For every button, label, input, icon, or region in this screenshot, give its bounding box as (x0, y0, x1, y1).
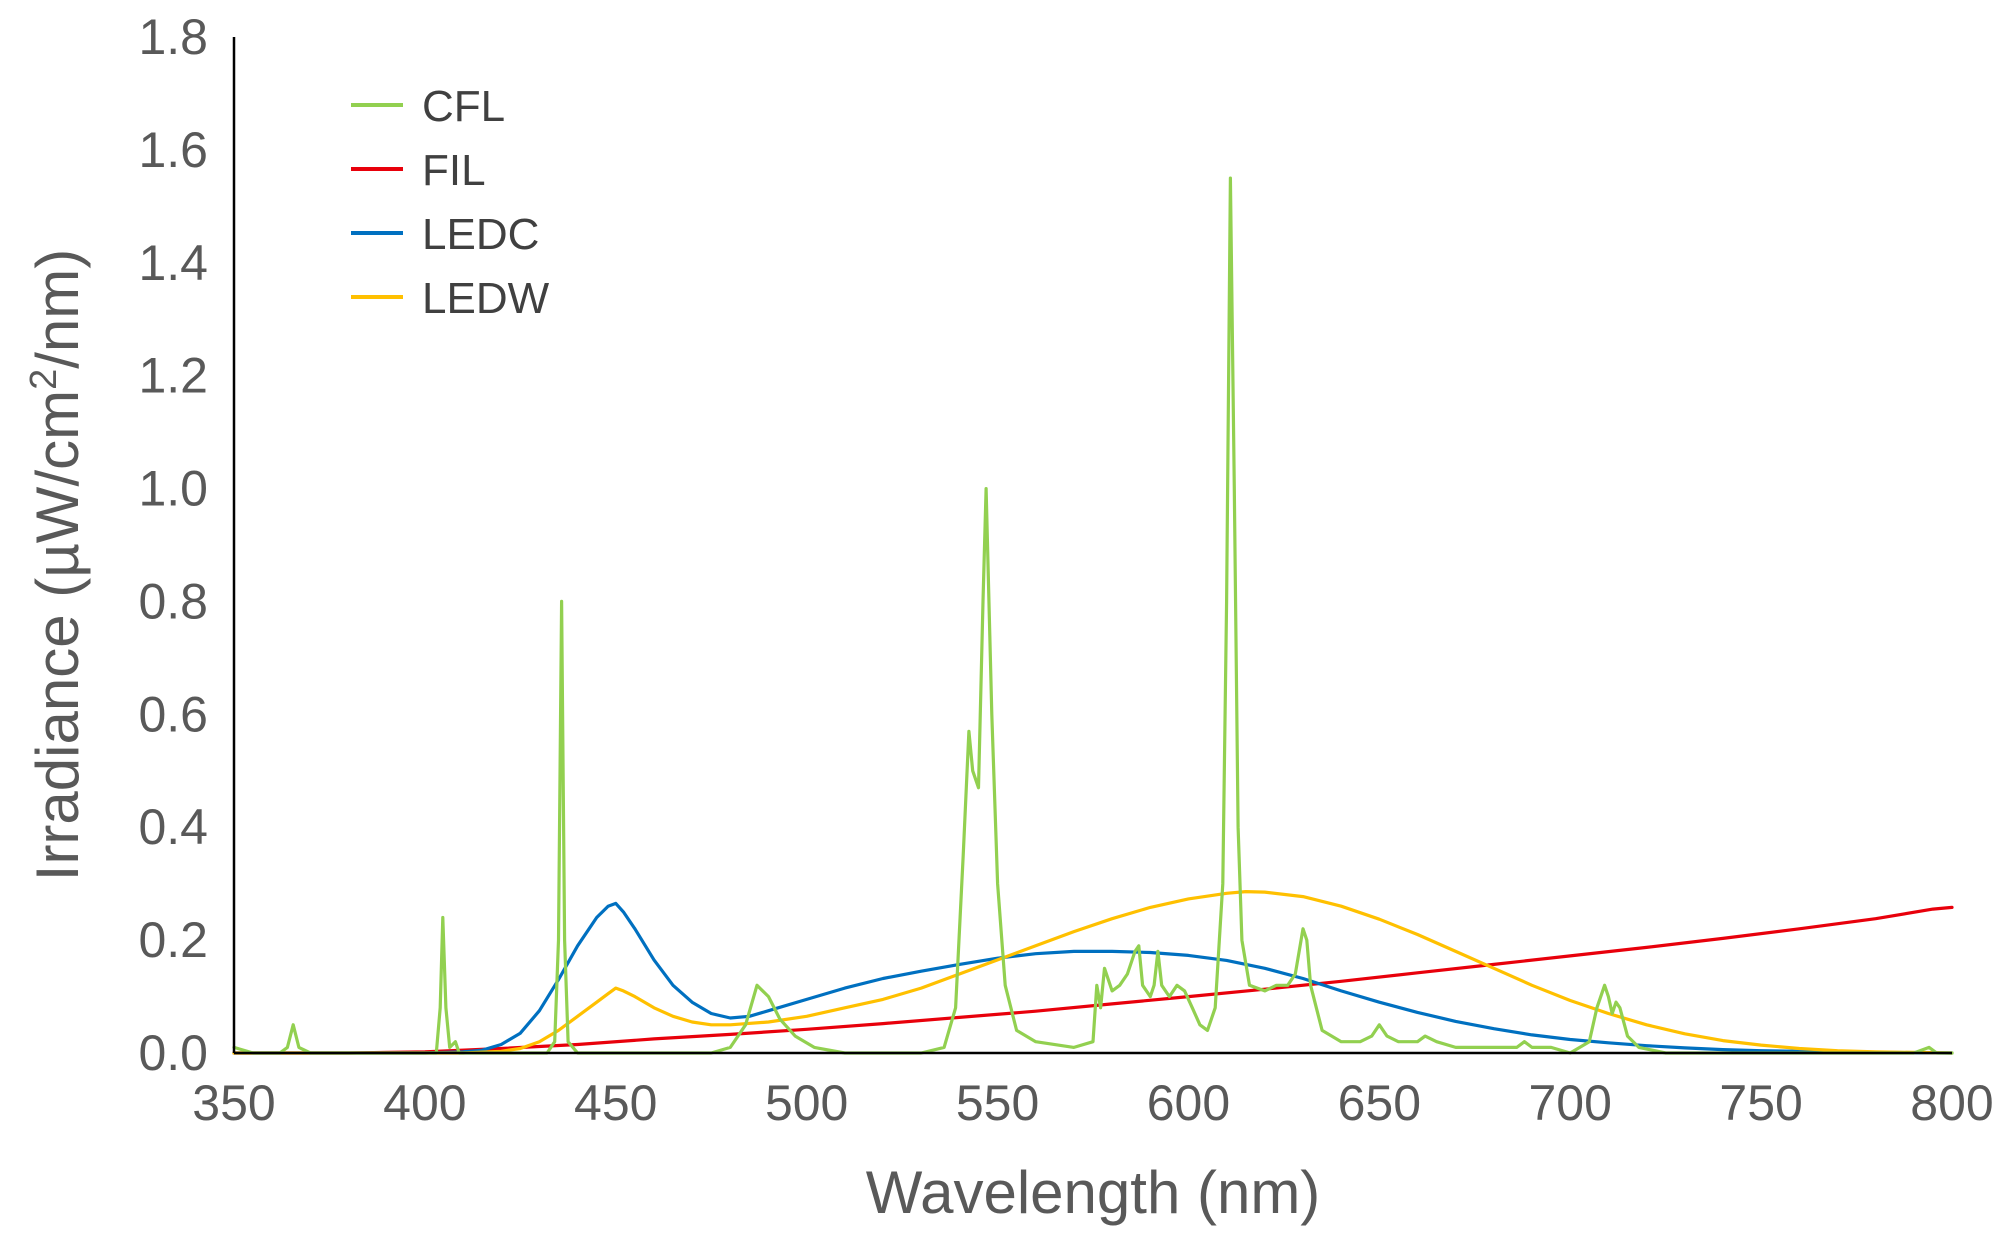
y-axis-title-main: Irradiance (µW/cm (24, 390, 91, 881)
x-tick-label: 450 (574, 1075, 657, 1131)
y-tick-label: 1.6 (138, 122, 208, 178)
series-lines (232, 176, 1954, 1055)
x-tick-label: 700 (1529, 1075, 1612, 1131)
x-axis-title: Wavelength (nm) (866, 1159, 1321, 1226)
y-tick-label: 0.8 (138, 573, 208, 629)
y-tick-label: 0.0 (138, 1025, 208, 1081)
y-tick-label: 1.8 (138, 9, 208, 65)
x-tick-labels: 350 400 450 500 550 600 650 700 750 800 (192, 1075, 1992, 1131)
x-tick-label: 600 (1147, 1075, 1230, 1131)
y-tick-label: 0.6 (138, 686, 208, 742)
legend: CFL FIL LEDC LEDW (351, 82, 550, 323)
x-tick-label: 500 (765, 1075, 848, 1131)
y-axis-title-tail: /nm) (24, 249, 91, 369)
x-tick-label: 400 (383, 1075, 466, 1131)
legend-label-ledc: LEDC (422, 210, 539, 259)
x-tick-label: 750 (1719, 1075, 1802, 1131)
x-tick-label: 350 (192, 1075, 275, 1131)
y-axis-title-superscript: 2 (23, 369, 65, 390)
x-tick-label: 550 (956, 1075, 1039, 1131)
x-tick-label: 650 (1338, 1075, 1421, 1131)
series-line-ledc (232, 901, 1954, 1055)
legend-label-ledw: LEDW (422, 274, 550, 323)
y-tick-label: 1.2 (138, 348, 208, 404)
series-line-fil (232, 905, 1954, 1055)
series-line-ledw (232, 890, 1954, 1055)
y-axis-title: Irradiance (µW/cm2/nm) (23, 249, 91, 881)
series-line-cfl (232, 176, 1954, 1055)
y-tick-label: 1.4 (138, 235, 208, 291)
y-tick-labels: 0.0 0.2 0.4 0.6 0.8 1.0 1.2 1.4 1.6 1.8 (138, 9, 208, 1081)
y-tick-label: 0.2 (138, 912, 208, 968)
x-tick-label: 800 (1910, 1075, 1992, 1131)
axes (232, 37, 1952, 1055)
y-tick-label: 0.4 (138, 799, 208, 855)
legend-label-cfl: CFL (422, 82, 505, 131)
y-tick-label: 1.0 (138, 461, 208, 517)
legend-label-fil: FIL (422, 146, 486, 195)
